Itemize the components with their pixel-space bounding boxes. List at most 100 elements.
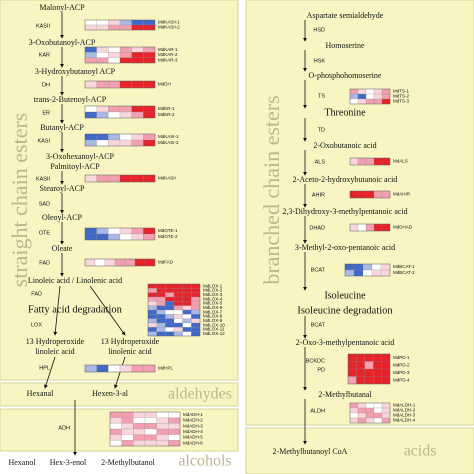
heatmap-cell xyxy=(362,263,373,271)
heatmap-cell xyxy=(349,93,359,100)
heatmap-cell xyxy=(349,223,359,232)
heatmap-cell xyxy=(109,411,122,418)
heatmap-cell xyxy=(191,296,201,302)
panel xyxy=(245,427,474,474)
enzyme: ADH xyxy=(58,425,70,431)
gene-label: MdDH xyxy=(158,82,171,87)
enzyme: BCAT xyxy=(311,267,326,273)
heatmap-frame xyxy=(84,133,156,147)
heatmap-cell xyxy=(84,52,97,58)
heatmap-cell xyxy=(349,88,359,95)
heatmap-cell xyxy=(108,227,121,235)
heatmap-cell xyxy=(119,233,132,241)
heatmap-cell xyxy=(356,368,365,377)
heatmap-cell xyxy=(96,46,109,53)
gene-label: MdADH-6 xyxy=(183,440,203,445)
compound: Homoserine xyxy=(325,41,365,50)
compound: Hexanal xyxy=(27,389,54,398)
heatmap-frame xyxy=(84,105,156,119)
enzyme: HPL xyxy=(39,365,50,371)
enzyme: TS xyxy=(318,93,325,99)
heatmap-cell xyxy=(365,412,375,419)
heatmap-cell xyxy=(119,139,132,147)
heatmap-cell xyxy=(156,411,169,418)
gene-label: MdKASI-1 xyxy=(158,134,179,139)
compound: 3-Oxobutanoyl-ACP xyxy=(29,38,96,47)
arrow xyxy=(44,356,56,389)
compound: Linoleic acid / Linolenic acid xyxy=(28,276,122,285)
heatmap-cell xyxy=(84,19,97,26)
heatmap-cell xyxy=(119,46,132,53)
heatmap-cell xyxy=(364,353,374,362)
heatmap-cell xyxy=(373,88,383,95)
enzyme: KAR xyxy=(39,52,50,58)
heatmap-cell xyxy=(147,314,157,319)
compound: 13 Hydroperoxide xyxy=(101,337,160,346)
gene-label: MdALDH-3 xyxy=(393,413,416,418)
heatmap-cell xyxy=(349,417,359,424)
heatmap-cell xyxy=(143,174,156,183)
heatmap-frame xyxy=(349,157,391,166)
heatmap-cell xyxy=(84,227,97,235)
heatmap-frame xyxy=(347,353,391,385)
heatmap-cell xyxy=(84,174,97,183)
heatmap-cell xyxy=(182,283,192,289)
panel xyxy=(0,382,239,407)
heatmap-cell xyxy=(108,105,121,113)
gene-label: MdLOX-12 xyxy=(203,331,225,336)
heatmap-cell xyxy=(182,327,192,332)
heatmap-cell xyxy=(144,428,157,435)
heatmap-cell xyxy=(373,223,383,232)
gene-label: MdKASII-2 xyxy=(158,25,180,30)
heatmap-cell xyxy=(156,305,166,311)
arrow xyxy=(53,285,61,336)
heatmap-cell xyxy=(119,105,132,113)
compound: linolenic acid xyxy=(108,347,151,356)
heatmap-cell xyxy=(173,309,183,315)
compound: 13 Hydroperoxide xyxy=(26,337,85,346)
compound: Hexanol xyxy=(8,458,36,467)
heatmap-cell xyxy=(168,423,181,430)
heatmap-cell xyxy=(131,364,144,373)
heatmap-cell xyxy=(347,353,357,362)
heatmap-cell xyxy=(353,269,364,277)
heatmap-cell xyxy=(156,301,166,306)
heatmap-cell xyxy=(147,305,157,311)
heatmap-cell xyxy=(365,407,375,414)
heatmap-cell xyxy=(109,423,122,430)
heatmap-cell xyxy=(84,105,97,113)
gene-label: MdLOX-11 xyxy=(203,327,225,332)
heatmap-frame xyxy=(349,88,391,105)
heatmap-cell xyxy=(133,428,146,435)
heatmap-cell xyxy=(131,139,144,147)
heatmap-cell xyxy=(143,233,156,241)
enzyme: KASII xyxy=(36,176,51,182)
heatmap-cell xyxy=(381,368,391,377)
heatmap-cell xyxy=(371,263,382,271)
heatmap-cell xyxy=(84,111,97,119)
heatmap-cell xyxy=(173,327,183,332)
heatmap-cell xyxy=(165,283,175,289)
heatmap-cell xyxy=(344,263,355,271)
compound: Hexen-3-al xyxy=(92,389,129,398)
heatmap-cell xyxy=(147,283,157,289)
heatmap-cell xyxy=(357,417,367,424)
gene-label: MdOTE-2 xyxy=(158,234,178,239)
heatmap-cell xyxy=(349,157,359,166)
gene-label: MdKAR-3 xyxy=(158,58,178,63)
heatmap-frame xyxy=(84,364,156,373)
heatmap-cell xyxy=(84,133,97,141)
gene-label: MdTS-2 xyxy=(393,94,410,99)
heatmap-cell xyxy=(362,269,373,277)
heatmap-cell xyxy=(143,46,156,53)
heatmap-cell xyxy=(168,440,181,447)
heatmap-cell xyxy=(147,288,157,293)
heatmap-cell xyxy=(119,57,132,64)
heatmap-cell xyxy=(381,353,391,362)
heatmap-cell xyxy=(104,258,116,267)
heatmap-cell xyxy=(191,292,201,298)
heatmap-cell xyxy=(373,157,383,166)
heatmap-cell xyxy=(109,440,122,447)
heatmap-cell xyxy=(131,111,144,119)
heatmap-cell xyxy=(381,376,391,385)
